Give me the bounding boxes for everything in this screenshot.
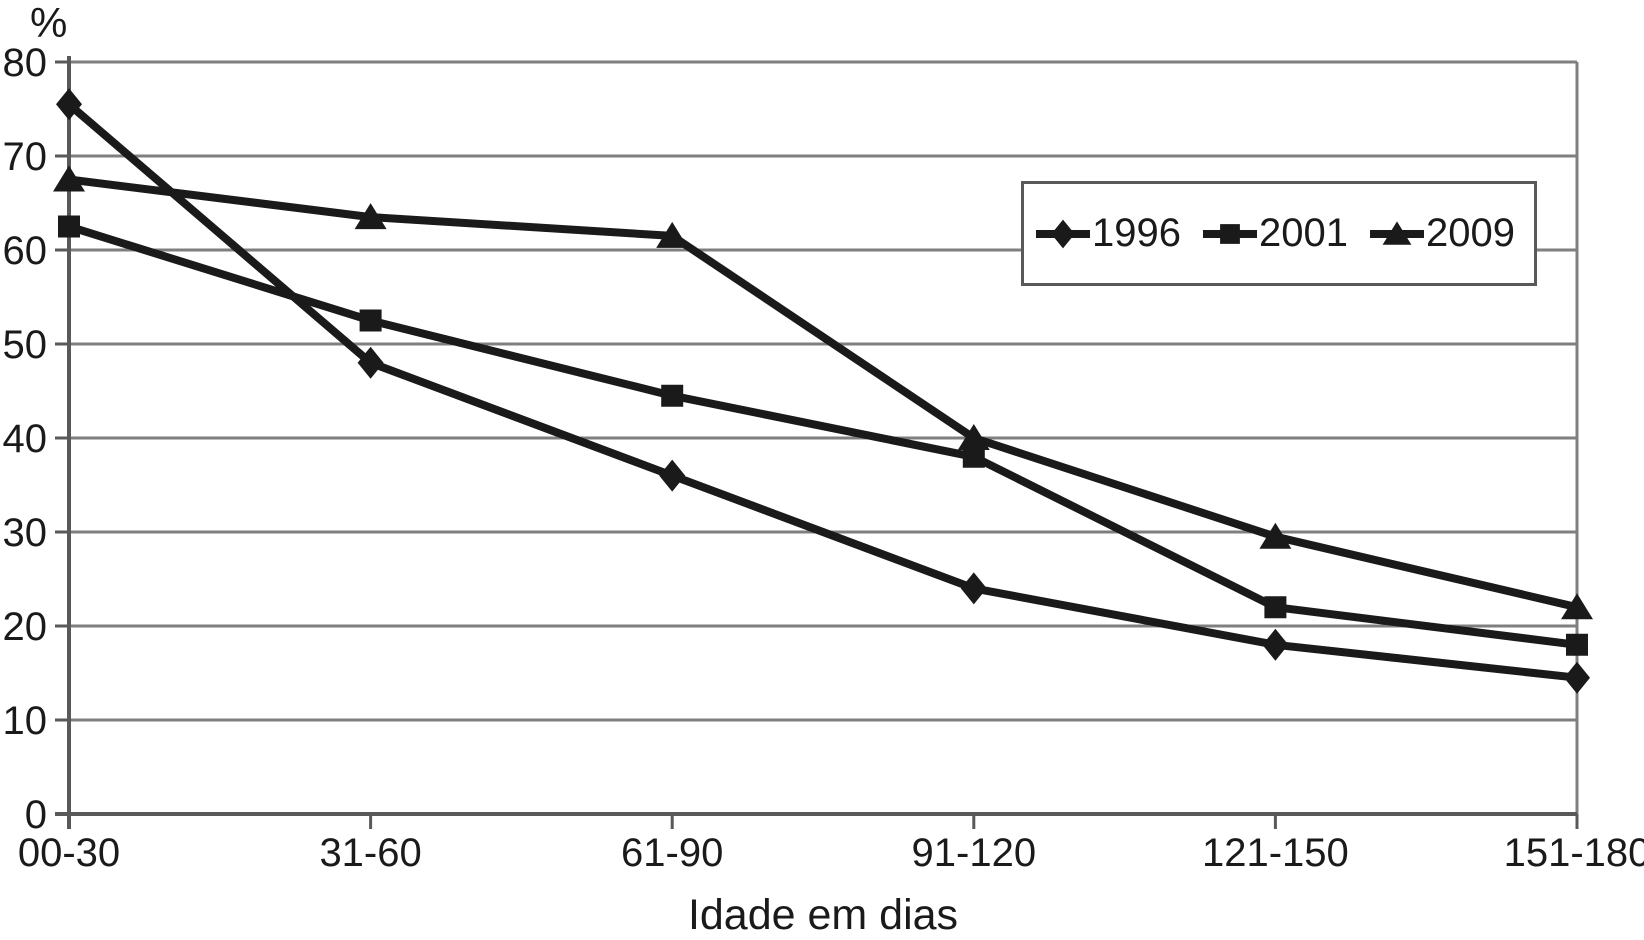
triangle-marker-icon xyxy=(656,221,689,248)
y-tick-label: 50 xyxy=(3,323,48,367)
y-tick-label: 30 xyxy=(3,511,48,555)
square-marker-icon xyxy=(962,445,985,468)
x-axis-title: Idade em dias xyxy=(687,891,959,939)
square-marker-icon xyxy=(1202,223,1257,244)
square-marker-icon xyxy=(1264,596,1287,619)
diamond-marker-icon xyxy=(1036,219,1090,248)
x-tick-label: 00-30 xyxy=(18,831,120,875)
triangle-marker-icon xyxy=(1369,220,1424,245)
legend-item-1996: 1996 xyxy=(1036,211,1181,256)
triangle-marker-icon xyxy=(1561,593,1593,620)
triangle-marker-icon xyxy=(1259,522,1292,549)
x-tick-label: 151-180 xyxy=(1504,831,1644,875)
series-line-1996 xyxy=(66,101,1578,682)
series-line-2009 xyxy=(68,175,1578,612)
y-tick-label: 80 xyxy=(3,41,48,85)
triangle-marker-icon xyxy=(957,424,990,450)
diamond-marker-icon xyxy=(659,459,686,492)
legend-label: 2009 xyxy=(1425,211,1515,255)
diamond-marker-icon xyxy=(1262,628,1289,661)
legend-item-2009: 2009 xyxy=(1369,211,1515,256)
square-marker-icon xyxy=(661,384,684,407)
y-tick-label: 20 xyxy=(3,605,48,649)
diamond-marker-icon xyxy=(357,346,384,379)
triangle-marker-icon xyxy=(53,165,85,192)
square-marker-icon xyxy=(1566,633,1588,656)
y-tick-label: 70 xyxy=(3,135,48,179)
y-axis-unit-label: % xyxy=(30,0,68,46)
x-tick-label: 31-60 xyxy=(319,831,421,875)
legend-label: 1996 xyxy=(1092,211,1181,255)
y-tick-label: 10 xyxy=(3,699,48,743)
square-marker-icon xyxy=(359,309,382,332)
diamond-marker-icon xyxy=(56,88,82,121)
x-tick-label: 121-150 xyxy=(1202,831,1349,875)
y-tick-label: 0 xyxy=(25,793,47,837)
series-line-2001 xyxy=(67,222,1578,649)
legend-label: 2001 xyxy=(1258,211,1348,255)
legend-box: 1996 2001 2009 xyxy=(1021,181,1537,286)
y-tick-label: 40 xyxy=(3,417,48,461)
x-tick-label: 91-120 xyxy=(912,831,1037,875)
x-tick-label: 61-90 xyxy=(621,831,723,875)
triangle-marker-icon xyxy=(354,203,387,230)
y-tick-label: 60 xyxy=(3,229,48,273)
diamond-marker-icon xyxy=(960,572,987,605)
legend-item-2001: 2001 xyxy=(1202,211,1348,256)
diamond-marker-icon xyxy=(1564,661,1590,694)
square-marker-icon xyxy=(58,215,80,238)
